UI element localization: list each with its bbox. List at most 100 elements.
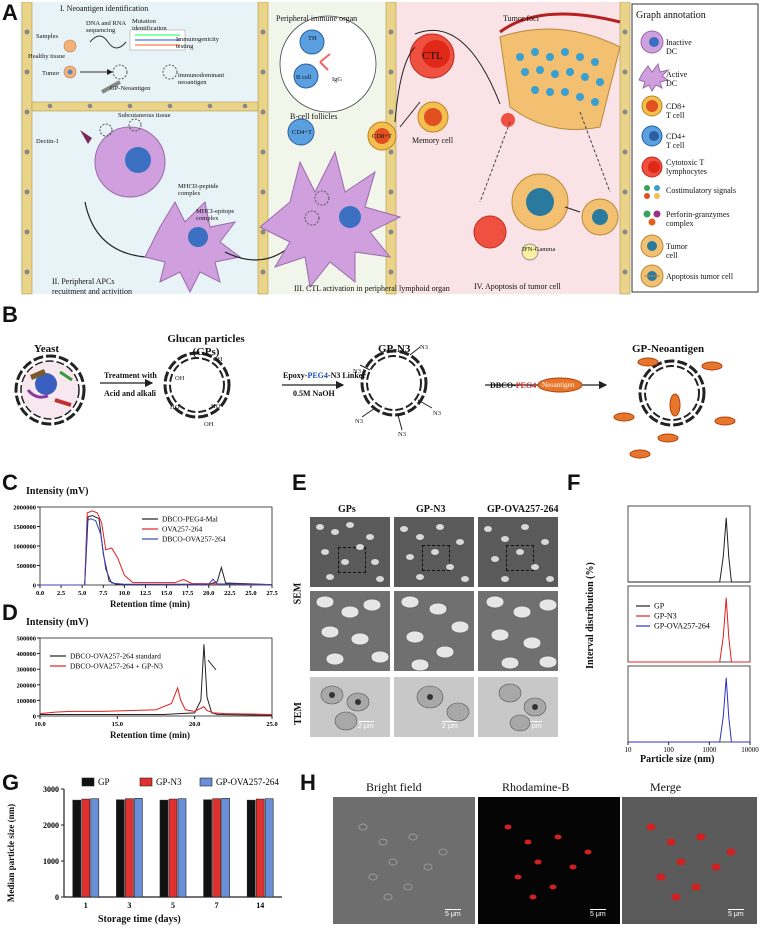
chartD-series-1 <box>39 686 273 715</box>
g-legend-swatch-1 <box>139 777 153 787</box>
h-col-bright: Bright field <box>366 780 422 794</box>
b-step1-line2: Acid and alkali <box>104 389 157 398</box>
chartC-xtick-label: 25.0 <box>245 590 256 597</box>
chartC-ytick-label: 500000 <box>17 563 37 570</box>
b-step2-naoh: 0.5M NaOH <box>293 389 335 398</box>
chartD-legend-label-1: DBCO-OVA257-264 + GP-N3 <box>70 662 163 671</box>
g-bar-3-2 <box>221 798 230 898</box>
g-bar-0-0 <box>72 799 82 898</box>
chartD-ytick-label: 400000 <box>17 651 37 658</box>
g-bar-2-1 <box>168 798 178 898</box>
g-legend-swatch-0 <box>81 777 95 787</box>
g-legend-label-1: GP-N3 <box>156 777 182 787</box>
h-rhodamine-image: 5 μm <box>478 797 620 924</box>
f-ylabel: Interval distribution (%) <box>584 562 596 669</box>
chartC-legend-label-1: OVA257-264 <box>162 525 203 534</box>
chartC-xtick-label: 7.5 <box>99 590 108 597</box>
legend-inactive-dc: Inactive DC <box>666 38 692 56</box>
legend-active-dc: Active DC <box>666 70 688 88</box>
label-healthy: Healthy tissue <box>28 53 66 60</box>
f-xtick-label: 10000 <box>741 746 759 752</box>
b-ho-1: HO <box>170 404 180 411</box>
g-ylabel: Median particle size (nm) <box>6 803 17 903</box>
e-tem-gpova-scale: 2 μm <box>526 721 542 730</box>
g-category-label: 7 <box>215 901 219 910</box>
f-legend-label-0: GP <box>654 602 665 611</box>
g-legend-label-2: GP-OVA257-264 <box>216 777 279 787</box>
b-n3-4: N3 <box>398 431 406 438</box>
label-seq: DNA and RNA sequencing <box>86 20 126 34</box>
chartC-series-2 <box>40 518 273 586</box>
b-ho-2: HO <box>211 403 221 410</box>
f-series-2 <box>628 677 750 743</box>
chartD-xtick-label: 10.0 <box>34 721 45 728</box>
chartD-xtick-label: 15.0 <box>112 721 123 728</box>
g-bar-3-1 <box>212 798 221 898</box>
f-series-1 <box>628 597 750 663</box>
b-gpn3-title: GP-N3 <box>378 343 411 355</box>
g-bar-3-0 <box>203 799 212 898</box>
label-cd8: CD8+T <box>372 133 392 140</box>
label-bcell-follicles: B-cell follicles <box>290 112 338 121</box>
label-igg: IgG <box>332 76 343 83</box>
chartD-ytick-label: 0 <box>33 714 36 721</box>
f-xlabel: Particle size (nm) <box>640 754 715 765</box>
g-bar-0-2 <box>90 798 100 898</box>
legend-apoptosis: Apoptosis tumor cell <box>666 272 734 281</box>
b-step1-line1: Treatment with <box>104 371 157 380</box>
section-3-title: III. CTL activation in peripheral lympho… <box>294 284 450 293</box>
f-xtick-label: 10 <box>625 746 633 752</box>
label-tumor: Tumor <box>42 70 60 77</box>
label-mhci: MHCI-epitope complex <box>196 208 235 222</box>
g-ytick-label: 1000 <box>43 857 59 866</box>
e-row-tem: TEM <box>292 702 304 725</box>
chartC-ytick-label: 1000000 <box>13 544 36 551</box>
e-col-gpn3: GP-N3 <box>416 504 446 515</box>
g-category-label: 14 <box>256 901 264 910</box>
chart-d: 0 100000 200000 300000 400000 500000 10.0 15.0 2… <box>17 636 278 729</box>
panel-a: A <box>0 0 760 300</box>
g-bar-4-1 <box>255 798 265 898</box>
f-frame-2 <box>627 665 751 743</box>
g-ytick-label: 2000 <box>43 821 59 830</box>
chartC-series-0 <box>40 515 273 586</box>
chartC-xtick-label: 0.0 <box>36 590 44 597</box>
g-legend-swatch-2 <box>199 777 213 787</box>
h-bright-scale: 5 μm <box>445 909 461 918</box>
d-arrow <box>207 659 217 671</box>
legend-cd8: CD8+ T cell <box>666 102 686 120</box>
chartD-ytick-label: 500000 <box>17 636 37 643</box>
chartD-frame <box>39 637 273 717</box>
f-frame-0 <box>627 505 751 583</box>
label-gp-neo: GP-Neoantigen <box>110 85 151 92</box>
g-bar-1-1 <box>125 798 134 898</box>
g-category-label: 3 <box>127 901 131 910</box>
b-step3: DBCO-PEG4 <box>490 381 537 390</box>
chartC-xtick-label: 10.0 <box>119 590 130 597</box>
chartC-xtick-label: 12.5 <box>140 590 152 597</box>
peripheral-organ-title: Peripheral immune organ <box>276 14 358 23</box>
g-bar-2-2 <box>177 798 187 898</box>
panel-letter-c: C <box>2 470 18 495</box>
chartD-xtick-label: 25.0 <box>266 721 277 728</box>
b-step2: Epoxy-PEG4-N3 Linker <box>283 371 366 380</box>
b-gpneo-title: GP-Neoantigen <box>632 343 705 355</box>
chartC-legend-label-0: DBCO-PEG4-Mal <box>162 515 218 524</box>
c-ylabel: Intensity (mV) <box>26 486 89 497</box>
h-merge-scale: 5 μm <box>728 909 744 918</box>
chartC-legend-label-2: DBCO-OVA257-264 <box>162 535 226 544</box>
legend-perforin: Perforin-granzymes complex <box>666 210 730 228</box>
chartC-xtick-label: 17.5 <box>182 590 194 597</box>
label-subcutaneous: Subcutaneous tissue <box>118 112 171 119</box>
chartC-xtick-label: 2.5 <box>57 590 66 597</box>
chartD-ytick-label: 100000 <box>17 698 37 705</box>
legend-title: Graph annotation <box>636 10 706 21</box>
chartD-ytick-label: 200000 <box>17 682 37 689</box>
e-col-gpova: GP-OVA257-264 <box>487 504 559 515</box>
section-2-title-1: II. Peripheral APCs <box>52 277 115 286</box>
panel-letter-d: D <box>2 600 18 625</box>
legend-costim: Costimulatory signals <box>666 186 736 195</box>
g-bar-4-0 <box>246 799 256 898</box>
e-particle-overlays <box>315 522 558 732</box>
g-bar-0-1 <box>81 798 91 898</box>
